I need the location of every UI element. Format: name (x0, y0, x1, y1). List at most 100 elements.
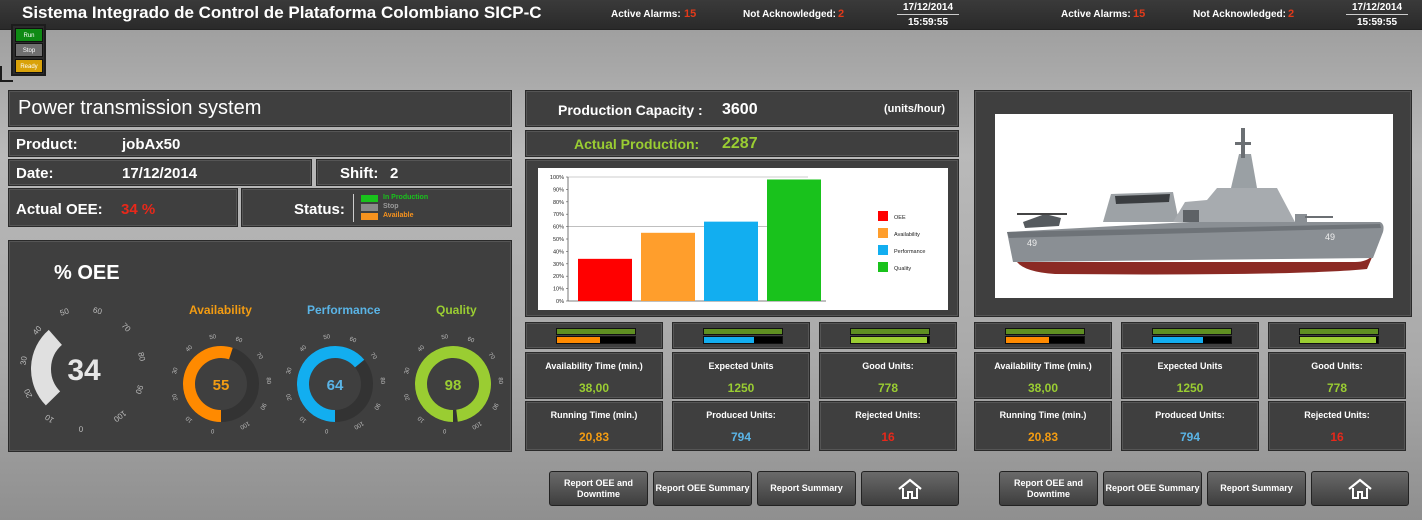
chart-y-tick-label: 50% (553, 237, 564, 243)
system-title: Power transmission system (18, 97, 262, 119)
performance-gauge-tick-label: 80 (379, 377, 385, 385)
helicopter (1023, 214, 1061, 228)
quality-gauge-tick-label: 40 (417, 344, 426, 353)
availability-indicator-fill (557, 337, 600, 343)
good-units-label-2: Good Units: (1311, 361, 1363, 371)
performance-gauge-tick-label: 60 (348, 336, 357, 344)
good-units-panel-2: Good Units: 778 (1268, 352, 1406, 399)
availability-time-value: 38,00 (578, 381, 610, 395)
status-swatch-available (361, 213, 378, 220)
home-icon (1348, 478, 1372, 499)
good-units-value-2: 778 (1326, 381, 1348, 395)
not-ack-count-2[interactable]: 2 (1288, 8, 1295, 20)
system-title-panel: Power transmission system (8, 90, 512, 127)
shift-label: Shift: (340, 165, 379, 182)
chart-y-tick-label: 40% (553, 249, 564, 255)
oee-gauge-tick-label: 10 (43, 412, 56, 425)
performance-gauge-ticks: 0 10 20 30 40 50 60 70 80 90 100 (286, 334, 385, 433)
report-summary-button[interactable]: Report Summary (757, 471, 856, 506)
rejected-units-panel: Rejected Units: 16 (819, 401, 957, 451)
running-time-panel: Running Time (min.) 20,83 (525, 401, 663, 451)
availability-indicator-panel-2 (974, 322, 1112, 349)
report-oee-downtime-button[interactable]: Report OEE and Downtime (549, 471, 648, 506)
ship-door (1183, 210, 1199, 222)
availability-gauge-value: 55 (213, 377, 230, 394)
performance-gauge-tick-label: 100 (352, 420, 364, 431)
running-time-value-2: 20,83 (1027, 430, 1059, 444)
performance-gauge-tick-label: 70 (369, 352, 378, 361)
chart-y-tick-label: 0% (556, 299, 564, 305)
not-ack-count[interactable]: 2 (838, 8, 845, 20)
status-swatch-production (361, 195, 378, 202)
rejected-units-label: Rejected Units: (855, 410, 921, 420)
oee-gauge-value: 34 (67, 354, 101, 387)
chart-bar-quality (767, 179, 821, 301)
oee-gauge: 0 10 20 30 40 50 60 70 80 90 100 34 (19, 306, 147, 434)
performance-indicator-panel-2 (1121, 322, 1259, 349)
quality-indicator-fill (851, 337, 928, 343)
run-light: Run (15, 28, 43, 42)
actual-oee-panel: Actual OEE: 34 % (8, 188, 238, 227)
quality-gauge-label: Quality (436, 303, 477, 317)
availability-indicator-fill-2 (1006, 337, 1049, 343)
quality-gauge-tick-label: 90 (490, 402, 499, 411)
oee-gauges-title: % OEE (54, 262, 120, 284)
actual-production-label: Actual Production: (574, 136, 700, 152)
top-bar: Sistema Integrado de Control de Platafor… (0, 0, 1422, 30)
quality-indicator-panel-2 (1268, 322, 1406, 349)
home-button[interactable] (861, 471, 959, 506)
app-title: Sistema Integrado de Control de Platafor… (22, 3, 542, 22)
running-time-panel-2: Running Time (min.) 20,83 (974, 401, 1112, 451)
oee-gauge-tick-label: 60 (92, 306, 103, 317)
performance-gauge-tick-label: 30 (286, 366, 294, 375)
oee-gauge-tick-label: 90 (133, 384, 145, 396)
produced-units-label: Produced Units: (706, 410, 776, 420)
quality-indicator-panel (819, 322, 957, 349)
availability-gauge-tick-label: 60 (234, 336, 243, 344)
rejected-units-panel-2: Rejected Units: 16 (1268, 401, 1406, 451)
availability-gauge-tick-label: 90 (258, 402, 267, 411)
rejected-units-label-2: Rejected Units: (1304, 410, 1370, 420)
report-oee-summary-button[interactable]: Report OEE Summary (653, 471, 752, 506)
header-time: 15:59:55 (907, 17, 949, 28)
active-alarms-count-2[interactable]: 15 (1133, 8, 1146, 20)
date-label: Date: (16, 165, 54, 182)
actual-oee-label: Actual OEE: (16, 201, 103, 218)
helicopter-rotor (1017, 213, 1067, 215)
availability-time-label-2: Availability Time (min.) (994, 361, 1092, 371)
header-date-separator (897, 14, 959, 15)
quality-gauge-tick-label: 70 (487, 352, 496, 361)
actual-production-panel: Actual Production: 2287 (525, 130, 959, 157)
report-summary-button-2[interactable]: Report Summary (1207, 471, 1306, 506)
hull-number-bow: 49 (1325, 232, 1335, 242)
rejected-units-value: 16 (881, 430, 895, 444)
status-swatch-stop (361, 204, 378, 211)
home-button-2[interactable] (1311, 471, 1409, 506)
performance-indicator-fill-2 (1153, 337, 1203, 343)
ship-gun-barrel (1305, 216, 1333, 218)
chart-legend-label-oee: OEE (894, 215, 906, 221)
capacity-unit: (units/hour) (884, 103, 946, 115)
rejected-units-value-2: 16 (1330, 430, 1344, 444)
ship-superstructure (1173, 188, 1295, 222)
availability-gauge-tick-label: 100 (238, 420, 250, 431)
quality-gauge-tick-label: 50 (441, 334, 449, 341)
availability-gauge-tick-label: 10 (185, 414, 194, 423)
report-oee-summary-button-2[interactable]: Report OEE Summary (1103, 471, 1202, 506)
performance-indicator-bar (703, 336, 783, 344)
home-icon (898, 478, 922, 499)
performance-indicator-target-2 (1152, 328, 1232, 335)
running-time-value: 20,83 (578, 430, 610, 444)
oee-gauge-tick-label: 80 (136, 351, 147, 362)
chart-bar-oee (578, 258, 632, 301)
availability-indicator-target (556, 328, 636, 335)
report-oee-downtime-button-2[interactable]: Report OEE and Downtime (999, 471, 1098, 506)
ship-gun-mount (1295, 214, 1307, 222)
performance-gauge-tick-label: 10 (299, 414, 308, 423)
ship-drawing: 49 49 (1007, 128, 1384, 275)
active-alarms-count[interactable]: 15 (684, 8, 697, 20)
product-value: jobAx50 (122, 136, 181, 153)
oee-gauge-tick-label: 20 (22, 387, 34, 399)
performance-gauge: 0 10 20 30 40 50 60 70 80 90 100 64 (286, 334, 385, 433)
chart-legend-swatch-oee (878, 211, 888, 221)
